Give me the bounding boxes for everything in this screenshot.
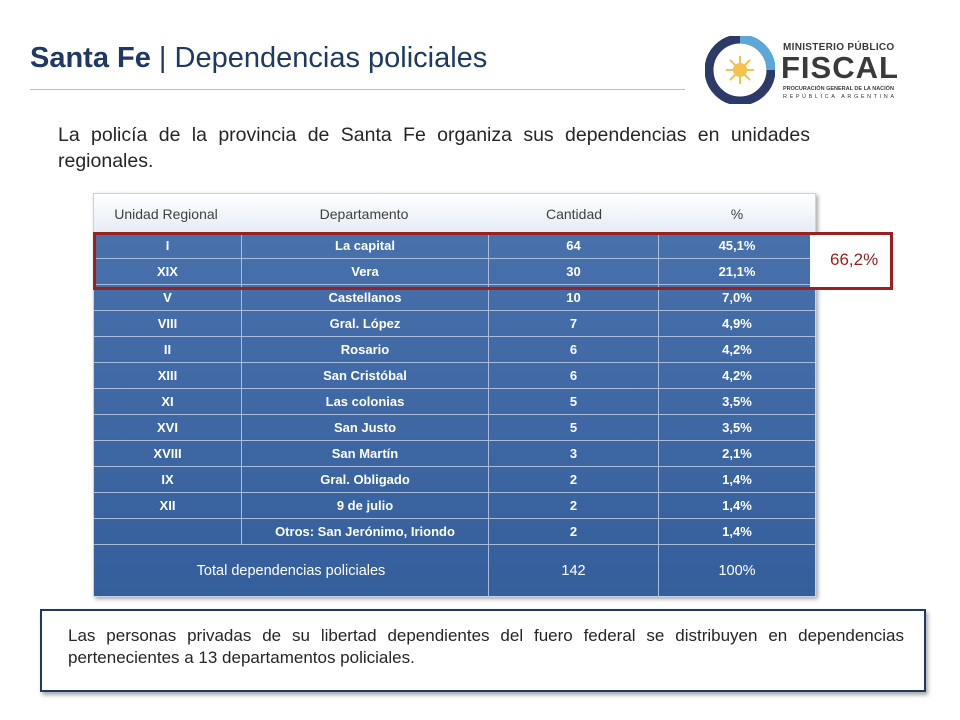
cell-cantidad: 6 xyxy=(489,337,659,363)
cell-unidad xyxy=(94,519,242,545)
cell-departamento: San Martín xyxy=(242,441,489,467)
cell-percent: 1,4% xyxy=(722,524,752,539)
cell-percent: 3,5% xyxy=(722,420,752,435)
cell-departamento: 9 de julio xyxy=(242,493,489,519)
table-row: XIII San Cristóbal 6 4,2% xyxy=(94,362,815,389)
title-divider xyxy=(30,89,685,90)
cell-departamento: Gral. López xyxy=(242,311,489,337)
ministerio-fiscal-logo: MINISTERIO PÚBLICO FISCAL PROCURACIÓN GE… xyxy=(704,34,898,106)
fiscal-emblem-icon xyxy=(704,34,776,106)
cell-cantidad: 2 xyxy=(489,519,659,545)
cell-departamento: San Cristóbal xyxy=(242,363,489,389)
logo-line-republica: REPÚBLICA ARGENTINA xyxy=(783,94,897,100)
intro-paragraph: La policía de la provincia de Santa Fe o… xyxy=(58,124,810,172)
cell-percent: 4,2% xyxy=(722,342,752,357)
table-row: XI Las colonias 5 3,5% xyxy=(94,388,815,415)
dependencias-table: Unidad Regional Departamento Cantidad % … xyxy=(93,193,816,597)
cell-percent: 4,2% xyxy=(722,368,752,383)
cell-cantidad: 2 xyxy=(489,467,659,493)
cell-percent: 1,4% xyxy=(722,498,752,513)
table-row: Otros: San Jerónimo, Iriondo 2 1,4% xyxy=(94,518,815,545)
logo-line-ministerio: MINISTERIO PÚBLICO xyxy=(783,42,895,53)
total-count: 142 xyxy=(489,545,659,597)
title-separator: | xyxy=(150,42,175,74)
table-row: IX Gral. Obligado 2 1,4% xyxy=(94,466,815,493)
page-title: Santa Fe | Dependencias policiales xyxy=(30,42,487,75)
cell-unidad: XIII xyxy=(94,363,242,389)
table-row: V Castellanos 10 7,0% xyxy=(94,284,815,311)
logo-line-fiscal: FISCAL xyxy=(781,50,899,85)
cell-unidad: IX xyxy=(94,467,242,493)
cell-unidad: XII xyxy=(94,493,242,519)
cell-cantidad: 7 xyxy=(489,311,659,337)
note-text: Las personas privadas de su libertad dep… xyxy=(68,626,904,667)
cell-cantidad: 64 xyxy=(489,233,659,259)
cell-departamento: Vera xyxy=(242,259,489,285)
cell-cantidad: 2 xyxy=(489,493,659,519)
cell-departamento: Castellanos xyxy=(242,285,489,311)
header-cantidad: Cantidad xyxy=(545,206,603,222)
cell-unidad: I xyxy=(94,233,242,259)
table-row: XVIII San Martín 3 2,1% xyxy=(94,440,815,467)
header-departamento: Departamento xyxy=(319,206,409,222)
header-unidad-regional: Unidad Regional xyxy=(114,206,218,222)
cell-cantidad: 6 xyxy=(489,363,659,389)
cell-cantidad: 5 xyxy=(489,389,659,415)
table-row: XIX Vera 30 21,1% xyxy=(94,258,815,285)
table-row: XII 9 de julio 2 1,4% xyxy=(94,492,815,519)
cell-departamento: Gral. Obligado xyxy=(242,467,489,493)
cell-unidad: XVI xyxy=(94,415,242,441)
header-percent: % xyxy=(730,206,744,222)
table-total-row: Total dependencias policiales 142 100% xyxy=(94,544,815,597)
highlight-percent-label: 66,2% xyxy=(830,250,879,269)
cell-unidad: V xyxy=(94,285,242,311)
cell-percent: 4,9% xyxy=(722,316,752,331)
cell-unidad: XVIII xyxy=(94,441,242,467)
cell-unidad: XI xyxy=(94,389,242,415)
cell-percent: 21,1% xyxy=(718,264,756,279)
table-header: Unidad Regional Departamento Cantidad % xyxy=(94,194,815,233)
cell-departamento: La capital xyxy=(242,233,489,259)
table-row: VIII Gral. López 7 4,9% xyxy=(94,310,815,337)
cell-departamento: San Justo xyxy=(242,415,489,441)
cell-unidad: II xyxy=(94,337,242,363)
top-two-highlight-box xyxy=(93,232,813,290)
title-topic: Dependencias policiales xyxy=(174,42,488,74)
cell-cantidad: 30 xyxy=(489,259,659,285)
cell-cantidad: 5 xyxy=(489,415,659,441)
cell-percent: 3,5% xyxy=(722,394,752,409)
cell-departamento: Las colonias xyxy=(242,389,489,415)
title-province: Santa Fe xyxy=(30,42,151,74)
cell-percent: 45,1% xyxy=(718,238,756,253)
table-row: XVI San Justo 5 3,5% xyxy=(94,414,815,441)
cell-percent: 1,4% xyxy=(722,472,752,487)
cell-cantidad: 10 xyxy=(489,285,659,311)
cell-departamento: Otros: San Jerónimo, Iriondo xyxy=(242,519,489,545)
cell-unidad: XIX xyxy=(94,259,242,285)
highlight-callout xyxy=(810,232,893,290)
total-percent: 100% xyxy=(718,563,756,579)
total-label: Total dependencias policiales xyxy=(94,545,489,597)
note-box: Las personas privadas de su libertad dep… xyxy=(40,609,926,692)
logo-line-procuracion: PROCURACIÓN GENERAL DE LA NACIÓN xyxy=(783,86,894,92)
cell-departamento: Rosario xyxy=(242,337,489,363)
table-row: II Rosario 6 4,2% xyxy=(94,336,815,363)
cell-percent: 2,1% xyxy=(722,446,752,461)
cell-cantidad: 3 xyxy=(489,441,659,467)
cell-unidad: VIII xyxy=(94,311,242,337)
cell-percent: 7,0% xyxy=(722,290,752,305)
